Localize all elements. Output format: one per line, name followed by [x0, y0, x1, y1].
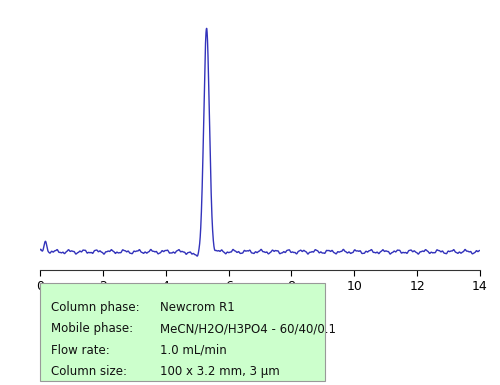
- Text: Column phase:: Column phase:: [52, 301, 140, 314]
- Text: 1.0 mL/min: 1.0 mL/min: [160, 344, 226, 357]
- Text: MeCN/H2O/H3PO4 - 60/40/0.1: MeCN/H2O/H3PO4 - 60/40/0.1: [160, 322, 336, 335]
- Text: Flow rate:: Flow rate:: [52, 344, 110, 357]
- FancyBboxPatch shape: [40, 283, 325, 381]
- Text: Mobile phase:: Mobile phase:: [52, 322, 134, 335]
- Text: Newcrom R1: Newcrom R1: [160, 301, 234, 314]
- Text: 100 x 3.2 mm, 3 μm: 100 x 3.2 mm, 3 μm: [160, 365, 280, 378]
- Text: Column size:: Column size:: [52, 365, 128, 378]
